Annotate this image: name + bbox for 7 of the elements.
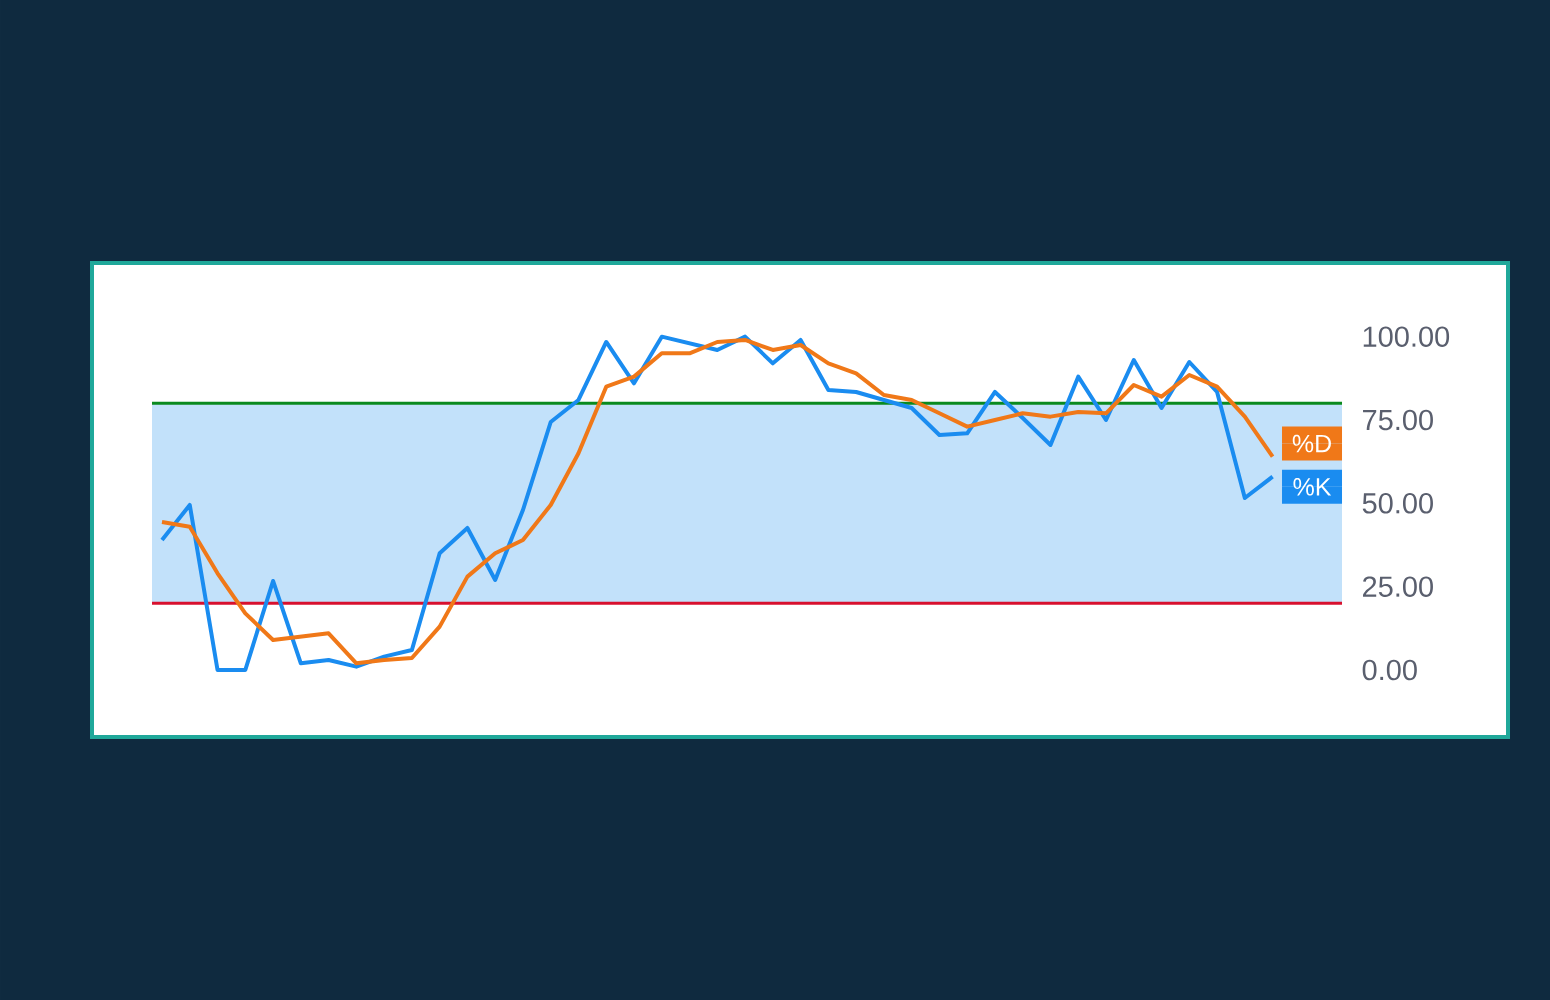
y-tick-label: 0.00 bbox=[1362, 659, 1417, 681]
legend-label: %K bbox=[1293, 478, 1332, 496]
y-tick-label: 100.00 bbox=[1363, 326, 1450, 347]
y-tick-label: 50.00 bbox=[1362, 493, 1433, 514]
y-tick-label: 75.00 bbox=[1363, 409, 1433, 431]
y-tick-label: 25.00 bbox=[1363, 576, 1433, 597]
series-label: %D bbox=[1292, 434, 1331, 453]
